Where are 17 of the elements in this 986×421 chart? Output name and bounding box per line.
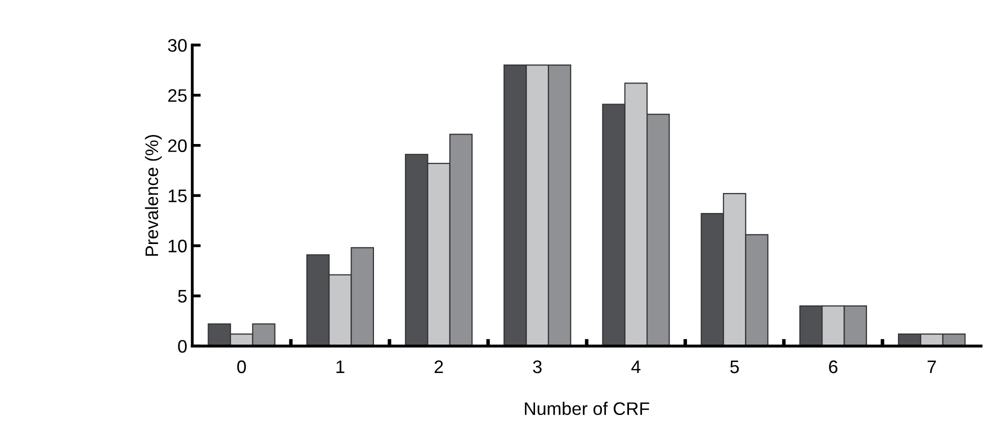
y-tick-label: 25: [168, 89, 187, 102]
x-tick-label: 7: [928, 360, 936, 374]
y-tick-label: 20: [168, 139, 187, 152]
x-tick-label: 5: [730, 360, 739, 374]
x-axis-title: Number of CRF: [524, 402, 650, 416]
x-tick-label: 2: [434, 360, 443, 374]
y-tick-label: 10: [168, 240, 187, 252]
x-tick-label: 0: [237, 360, 246, 374]
y-tick-label: 5: [178, 290, 187, 303]
x-tick-label: 6: [829, 360, 838, 374]
y-tick-label: 15: [168, 190, 187, 202]
x-tick-label: 3: [533, 360, 542, 374]
x-tick-label: 1: [336, 360, 344, 374]
y-axis-title: Prevalence (%): [144, 134, 162, 256]
x-tick-label: 4: [631, 360, 640, 374]
y-tick-label: 30: [168, 38, 187, 52]
y-tick-label: 0: [178, 340, 187, 353]
